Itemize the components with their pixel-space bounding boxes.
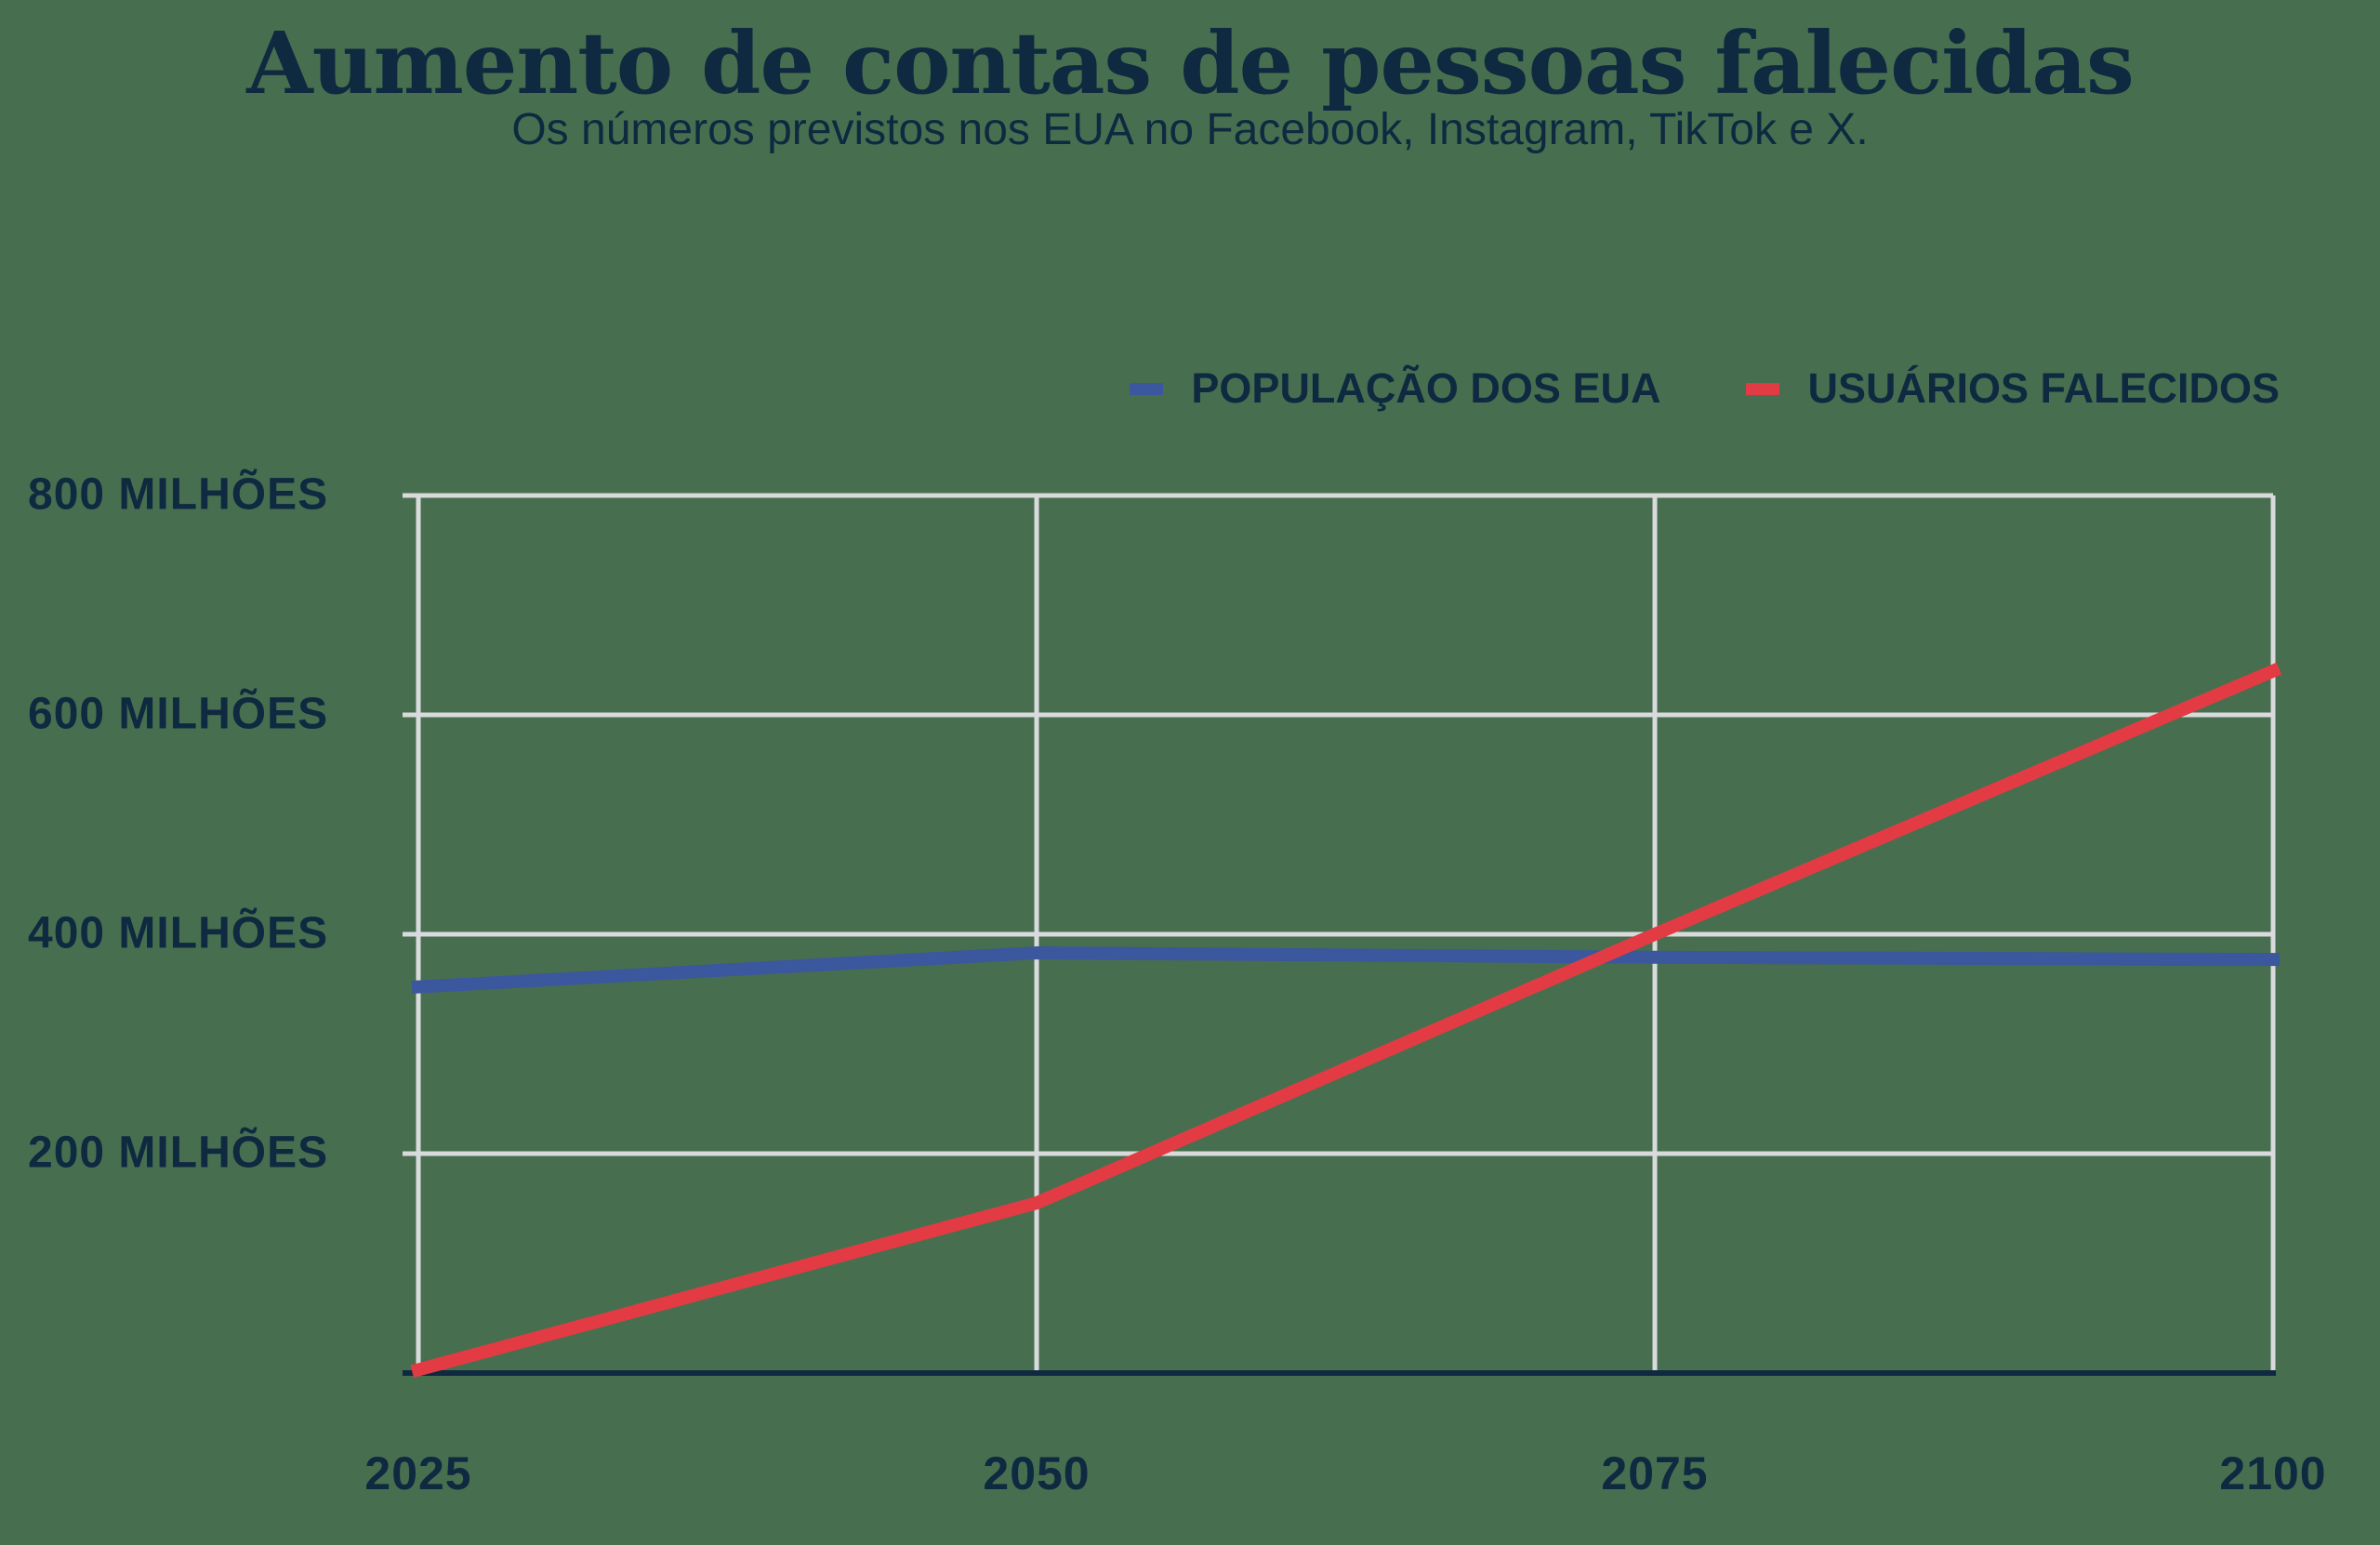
legend-label-us-population: POPULAÇÃO DOS EUA: [1191, 364, 1661, 412]
chart-title: Aumento de contas de pessoas falecidas: [246, 13, 2135, 113]
chart-subtitle: Os números previstos nos EUA no Facebook…: [511, 105, 1869, 154]
x-axis-label: 2075: [1601, 1447, 1709, 1499]
legend-label-deceased-users: USUÁRIOS FALECIDOS: [1807, 364, 2280, 412]
y-axis-label: 800 MILHÕES: [28, 469, 329, 520]
legend-item-us-population: POPULAÇÃO DOS EUA: [1130, 364, 1660, 413]
x-axis-label: 2025: [364, 1447, 472, 1499]
y-axis-label: 400 MILHÕES: [28, 908, 329, 958]
y-axis-label: 200 MILHÕES: [28, 1128, 329, 1178]
x-axis-label: 2100: [2219, 1447, 2327, 1499]
legend-swatch-blue: [1130, 382, 1164, 395]
legend-swatch-red: [1746, 382, 1780, 395]
series-line-deceased-users: [410, 662, 2282, 1379]
x-axis-label: 2050: [983, 1447, 1091, 1499]
legend: POPULAÇÃO DOS EUA USUÁRIOS FALECIDOS: [1130, 364, 2280, 413]
y-axis-label: 600 MILHÕES: [28, 689, 329, 739]
legend-item-deceased-users: USUÁRIOS FALECIDOS: [1746, 364, 2280, 413]
series-line-us-population: [411, 946, 2281, 995]
